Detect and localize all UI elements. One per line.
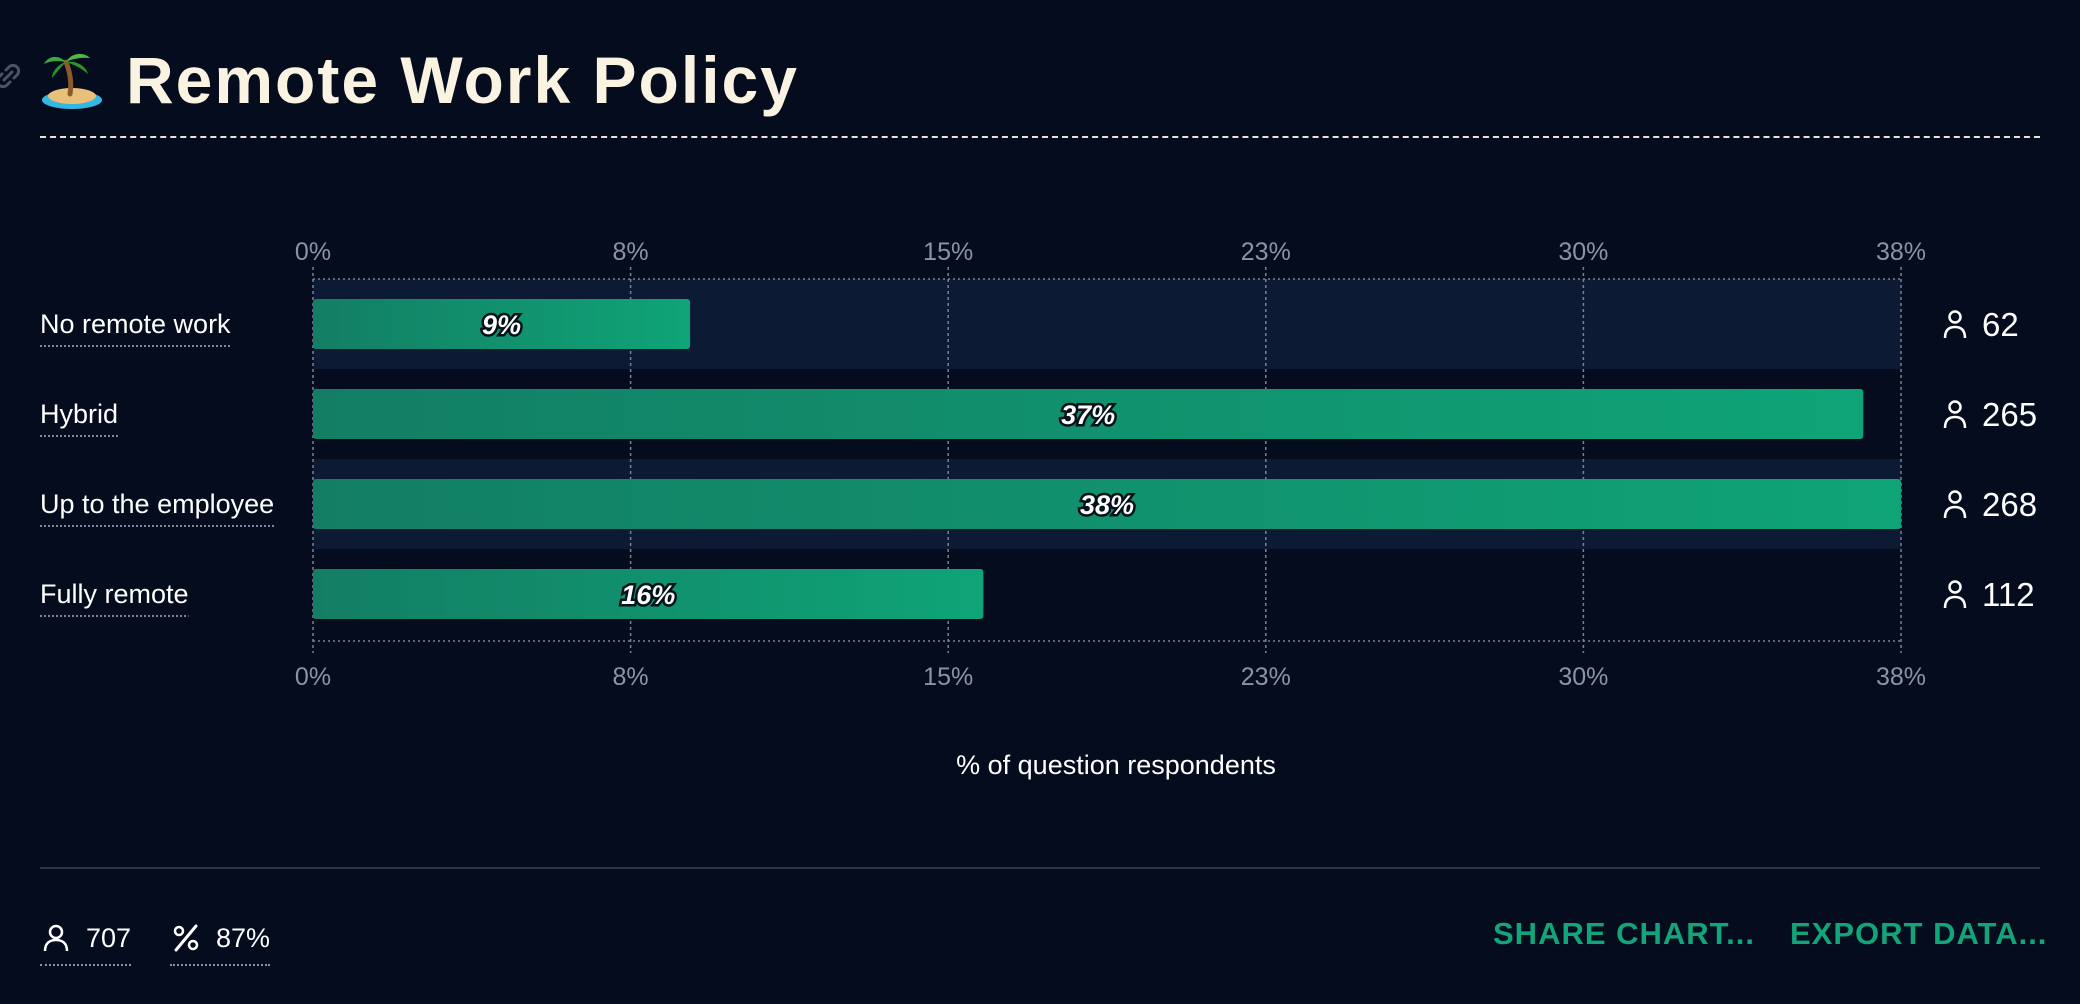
category-label[interactable]: Up to the employee — [40, 489, 274, 519]
bar-value-label: 9% — [482, 310, 521, 340]
respondent-count: 62 — [1982, 306, 2019, 343]
bar[interactable] — [313, 299, 691, 349]
x-tick-label-bottom: 23% — [1241, 663, 1291, 691]
x-tick-label-top: 0% — [295, 238, 331, 266]
link-icon[interactable] — [0, 62, 22, 90]
footer-divider — [40, 867, 2040, 869]
category-label[interactable]: No remote work — [40, 309, 231, 339]
export-data-button[interactable]: EXPORT DATA... — [1790, 916, 2048, 951]
bar[interactable] — [313, 479, 1901, 529]
chart-header: Remote Work Policy — [40, 40, 799, 120]
x-tick-label-top: 38% — [1876, 238, 1926, 266]
category-label[interactable]: Fully remote — [40, 579, 189, 609]
person-icon — [1943, 580, 1967, 609]
percent-stat[interactable]: 87% — [170, 916, 271, 966]
percent-value: 87% — [216, 922, 271, 953]
respondents-count: 707 — [86, 922, 132, 953]
x-axis-title: % of question respondents — [956, 750, 1276, 780]
bar-value-label: 16% — [621, 580, 675, 610]
bar-value-label: 37% — [1061, 400, 1115, 430]
bar[interactable] — [313, 389, 1864, 439]
x-tick-label-top: 23% — [1241, 238, 1291, 266]
percent-icon — [173, 924, 199, 952]
respondent-count: 112 — [1982, 576, 2035, 613]
x-tick-label-bottom: 8% — [613, 663, 649, 691]
share-chart-button[interactable]: SHARE CHART... — [1493, 916, 1756, 951]
palm-island-icon — [42, 53, 102, 109]
bar-value-label: 38% — [1080, 490, 1134, 520]
x-tick-label-top: 15% — [923, 238, 973, 266]
x-tick-label-bottom: 38% — [1876, 663, 1926, 691]
person-icon — [1943, 490, 1967, 519]
respondent-count: 268 — [1982, 486, 2037, 523]
x-tick-label-top: 8% — [613, 238, 649, 266]
page-title: Remote Work Policy — [126, 43, 799, 117]
person-icon — [1943, 400, 1967, 429]
x-tick-label-bottom: 15% — [923, 663, 973, 691]
category-label[interactable]: Hybrid — [40, 399, 118, 429]
title-divider — [40, 136, 2040, 138]
x-tick-label-bottom: 0% — [295, 663, 331, 691]
x-tick-label-bottom: 30% — [1558, 663, 1608, 691]
respondents-stat[interactable]: 707 — [40, 916, 132, 966]
person-icon — [1943, 310, 1967, 339]
respondent-count: 265 — [1982, 396, 2037, 433]
x-tick-label-top: 30% — [1558, 238, 1608, 266]
person-icon — [43, 924, 69, 952]
bar[interactable] — [313, 569, 984, 619]
bar-chart: 0% 0% 8% 8% 15% 15% 23% 23% 30% 30% 38% 38% 9% No re… — [40, 238, 2037, 780]
